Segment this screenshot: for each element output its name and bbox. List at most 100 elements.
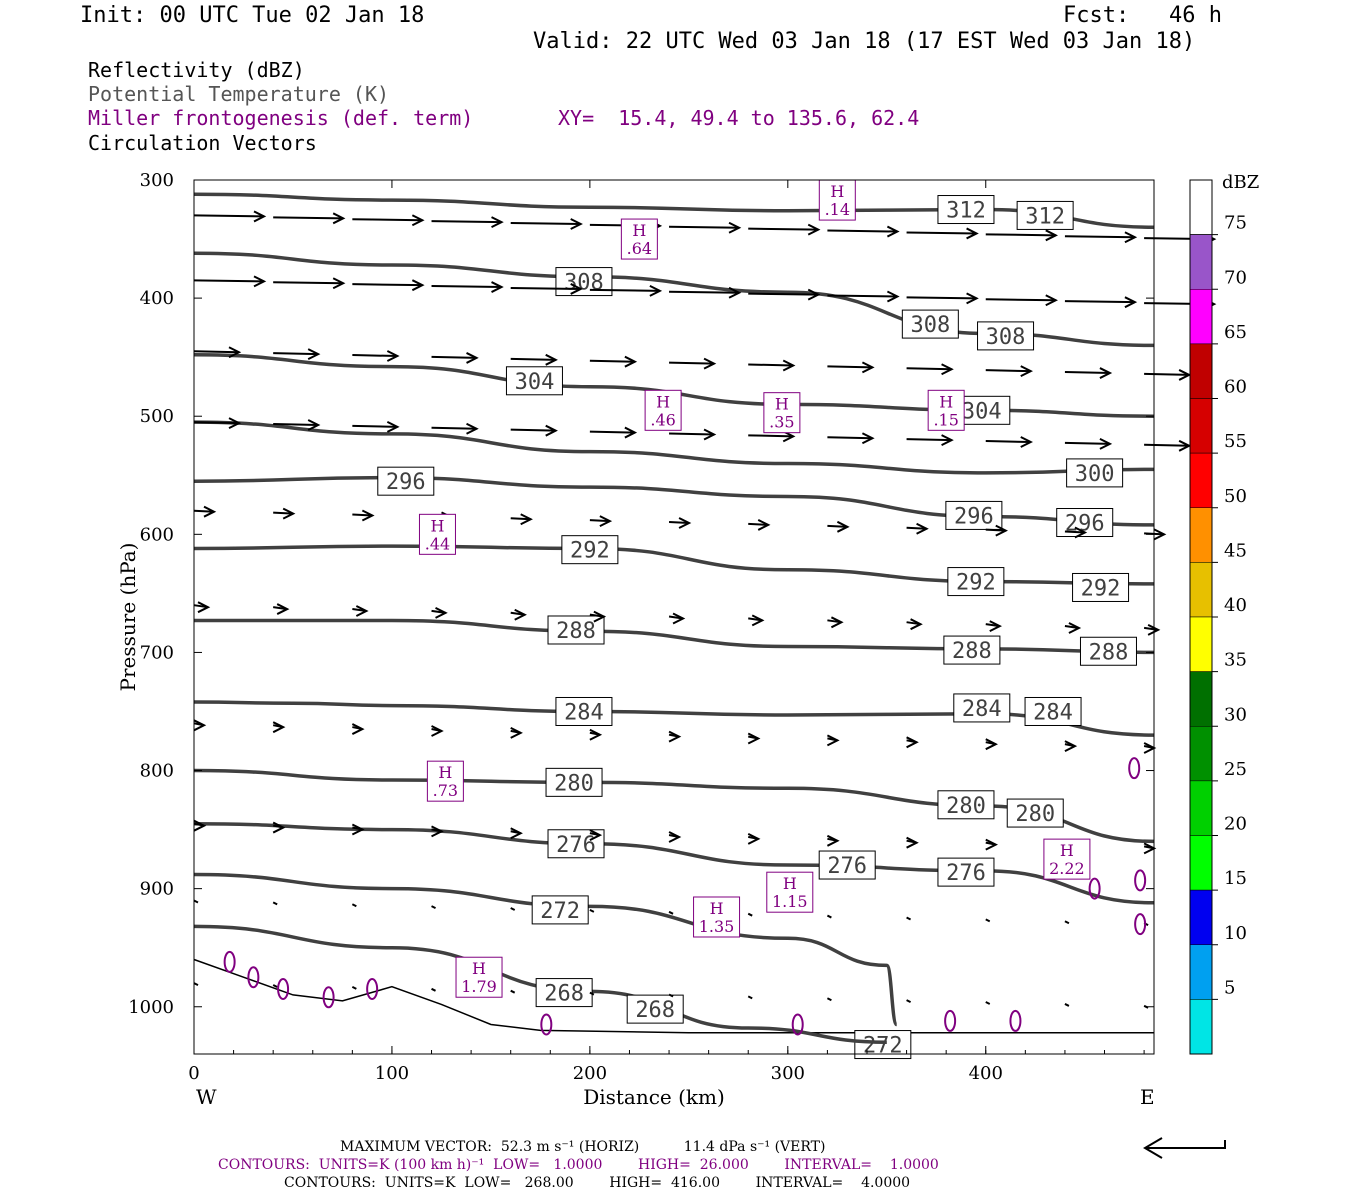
circulation-vector (510, 907, 516, 911)
circulation-vector (827, 365, 873, 369)
footer-max-vector: MAXIMUM VECTOR: 52.3 m s⁻¹ (HORIZ) 11.4 … (340, 1139, 826, 1155)
frontogenesis-max-box (763, 392, 801, 434)
isentrope-label-box (937, 790, 995, 820)
y-tick-label: 500 (140, 406, 174, 427)
circulation-vector (193, 214, 265, 218)
legend-vectors: Circulation Vectors (88, 131, 317, 155)
frontogenesis-max-box (644, 389, 682, 431)
isentrope-label: 308 (910, 313, 950, 338)
isentrope-label: 296 (386, 470, 426, 495)
circulation-vector (1064, 920, 1070, 925)
circulation-vector (827, 436, 873, 440)
isentrope-label-box (818, 850, 876, 880)
colorbar-unit: dBZ (1222, 172, 1259, 193)
frontogenesis-max-value: .44 (425, 534, 450, 553)
x-tick-label: 400 (969, 1063, 1003, 1084)
isentrope-label-box (953, 693, 1011, 723)
frontogenesis-max-value: .64 (627, 239, 652, 258)
frontogenesis-contour (1134, 869, 1147, 892)
colorbar-tick-label: 40 (1224, 595, 1247, 616)
isentrope-label-box (901, 309, 959, 339)
circulation-vector (352, 218, 423, 222)
frontogenesis-max-label: H (775, 395, 789, 414)
circulation-vector (827, 294, 898, 298)
isentrope-label: 304 (515, 370, 555, 395)
frontogenesis-max-label: H (656, 392, 670, 411)
circulation-vector-head (910, 618, 923, 631)
circulation-vector-head (307, 348, 321, 361)
circulation-vector (827, 524, 848, 528)
circulation-vector-head (193, 819, 207, 832)
colorbar-tick-label: 60 (1224, 377, 1247, 398)
circulation-vector-head (985, 738, 998, 751)
circulation-vector-head (916, 522, 929, 535)
frontogenesis-contour (366, 978, 379, 1001)
isentrope-label: 268 (544, 982, 584, 1007)
circulation-vector (906, 526, 927, 530)
isentrope-label: 276 (946, 861, 986, 886)
circulation-vector-head (1124, 231, 1138, 244)
terrain-line (193, 958, 1154, 1034)
circulation-vector (193, 509, 215, 513)
isentrope-label-box (555, 696, 613, 726)
isentrope-label: 312 (1025, 204, 1065, 229)
circulation-vector (1144, 372, 1190, 376)
circulation-vector (748, 227, 819, 231)
circulation-vector-head (589, 829, 603, 842)
isentrope-label: 268 (635, 998, 675, 1023)
colorbar-tick-label: 5 (1224, 977, 1235, 998)
circulation-vector (826, 914, 832, 919)
frontogenesis-contour (944, 1009, 957, 1032)
frontogenesis-contour (1128, 757, 1141, 780)
circulation-vector (1064, 371, 1110, 375)
circulation-vector (352, 354, 398, 358)
isentrope-292 (193, 544, 1155, 586)
circulation-vector (589, 288, 660, 292)
y-tick-label: 900 (140, 879, 174, 900)
circulation-vector-head (228, 417, 242, 430)
colorbar-segment (1189, 671, 1213, 727)
circulation-vector-head (995, 524, 1008, 537)
circulation-vector-head (1045, 294, 1058, 307)
circulation-vector-head (830, 616, 844, 629)
isentrope-296 (193, 475, 1155, 527)
circulation-vector (1064, 235, 1135, 239)
circulation-vector (985, 233, 1056, 237)
circulation-vector-head (668, 831, 682, 843)
circulation-vector (589, 430, 635, 434)
frontogenesis-contour (223, 950, 236, 973)
frontogenesis-max-value: 2.22 (1049, 859, 1085, 878)
circulation-vector (352, 513, 373, 517)
frontogenesis-max-value: .73 (433, 781, 458, 800)
circulation-vector (827, 229, 898, 233)
circulation-vector-head (757, 519, 771, 531)
plot-frame (193, 179, 1155, 1055)
frontogenesis-max-value: .14 (825, 200, 850, 219)
frontogenesis-max-box (455, 956, 503, 998)
circulation-vector (906, 367, 952, 371)
circulation-vector (906, 231, 977, 235)
circulation-vector-head (1020, 365, 1033, 378)
circulation-vector-head (624, 426, 638, 439)
colorbar-tick-label: 15 (1224, 868, 1247, 889)
isentrope-label-box (937, 195, 995, 225)
circulation-vector-head (435, 606, 448, 619)
circulation-vector-head (1178, 369, 1192, 381)
isentrope-label: 280 (554, 771, 594, 796)
circulation-vector (985, 440, 1031, 444)
footer-contours-theta: CONTOURS: UNITS=K LOW= 268.00 HIGH= 416.… (284, 1175, 911, 1191)
circulation-vector (193, 982, 199, 987)
circulation-vector (273, 423, 319, 427)
circulation-vector (510, 286, 581, 290)
circulation-vector-head (966, 292, 979, 305)
circulation-vector (510, 221, 581, 225)
frontogenesis-contour (791, 1013, 804, 1036)
circulation-vector (589, 991, 595, 996)
circulation-vector-head (332, 212, 346, 225)
circulation-vector (193, 421, 240, 425)
circulation-vector (351, 903, 357, 908)
circulation-vector-head (545, 353, 558, 366)
circulation-vector-head (1153, 528, 1167, 541)
isentrope-label: 284 (962, 697, 1002, 722)
circulation-vector-head (728, 221, 742, 234)
